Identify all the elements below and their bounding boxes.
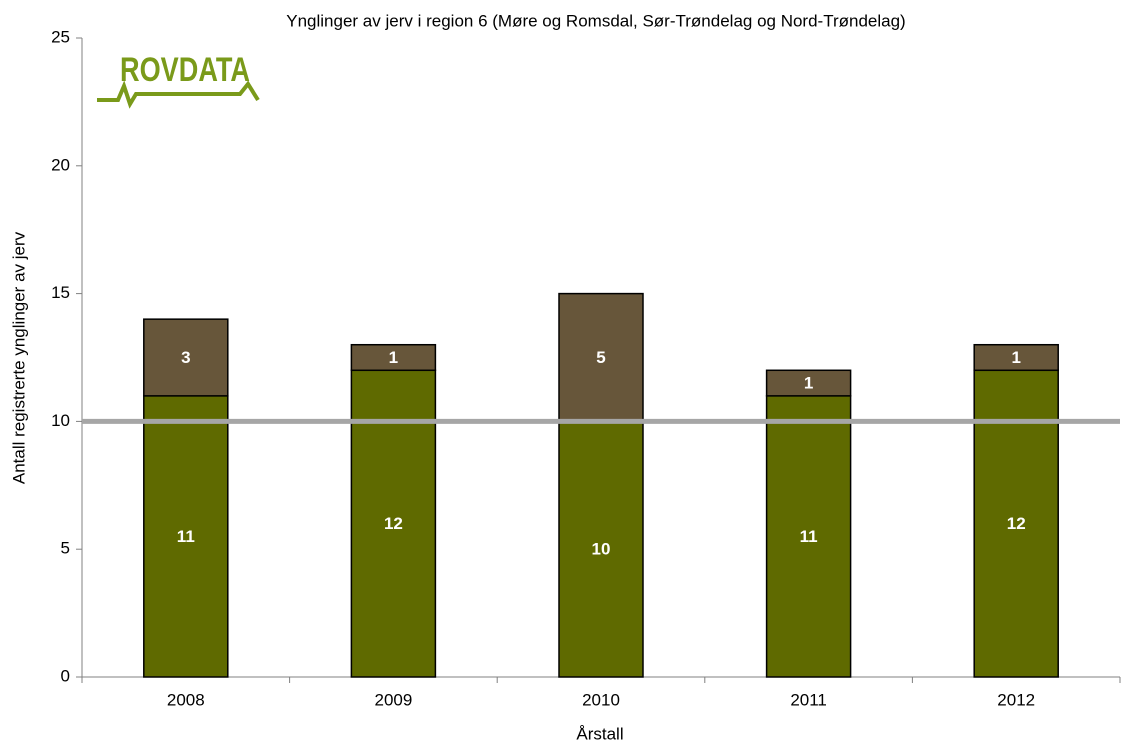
value-label: 5 xyxy=(596,348,605,367)
y-tick-label: 10 xyxy=(51,411,70,430)
chart-title: Ynglinger av jerv i region 6 (Møre og Ro… xyxy=(286,11,905,30)
y-tick-label: 0 xyxy=(61,666,70,685)
bar-segment xyxy=(765,369,852,397)
y-axis-label: Antall registrerte ynglinger av jerv xyxy=(9,231,28,484)
bar-segment xyxy=(143,318,229,397)
y-tick-label: 5 xyxy=(61,539,70,558)
bar-segment xyxy=(143,395,229,678)
logo-line xyxy=(97,80,260,109)
x-tick-label: 2008 xyxy=(167,690,205,709)
bar-segment xyxy=(558,420,644,678)
value-label: 11 xyxy=(177,527,195,546)
value-label: 1 xyxy=(804,374,813,393)
value-label: 1 xyxy=(389,348,398,367)
logo: ROVDATA xyxy=(97,51,260,109)
x-tick-label: 2011 xyxy=(790,690,827,709)
value-label: 1 xyxy=(1011,348,1020,367)
bar-segment xyxy=(350,343,437,372)
y-tick-label: 25 xyxy=(51,27,70,46)
y-tick-label: 20 xyxy=(51,155,70,174)
value-label: 3 xyxy=(181,348,190,367)
x-tick-label: 2009 xyxy=(374,690,412,709)
value-label: 12 xyxy=(384,514,403,533)
x-axis-label: Årstall xyxy=(576,724,623,743)
x-tick-label: 2012 xyxy=(997,690,1035,709)
value-label: 10 xyxy=(592,540,611,559)
y-tick-label: 15 xyxy=(51,283,70,302)
value-label: 12 xyxy=(1007,514,1026,533)
x-tick-label: 2010 xyxy=(582,690,620,709)
bar-segment xyxy=(973,343,1059,372)
logo-text: ROVDATA xyxy=(120,51,250,89)
value-label: 11 xyxy=(800,527,818,546)
